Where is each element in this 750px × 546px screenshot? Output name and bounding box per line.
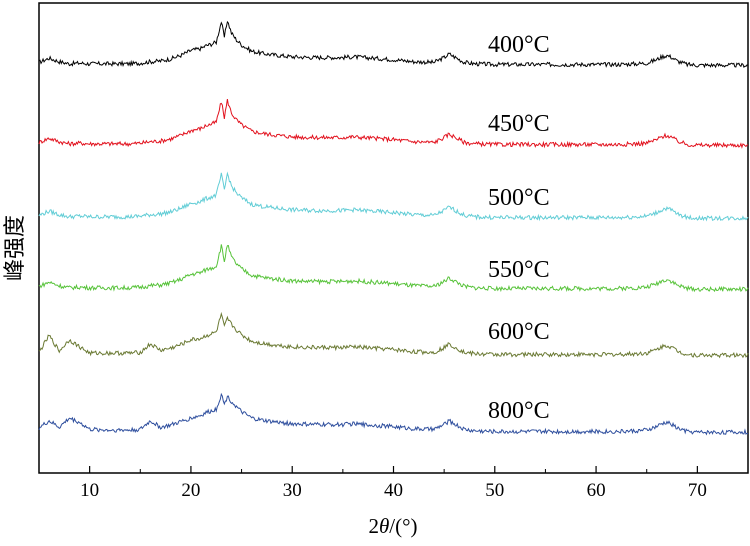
series-line-550 — [38, 244, 749, 293]
series-labels: 400°C 450°C 500°C 550°C 600°C 800°C — [488, 32, 550, 424]
x-tick-label-10: 10 — [80, 480, 99, 501]
series-line-600 — [38, 311, 749, 359]
series-line-400 — [38, 20, 749, 69]
x-tick-label-20: 20 — [181, 480, 200, 501]
series-label-800: 800°C — [488, 398, 550, 424]
series-label-550: 550°C — [488, 257, 550, 283]
series-line-450 — [38, 98, 749, 149]
x-tick-label-70: 70 — [688, 480, 707, 501]
series-label-500: 500°C — [488, 185, 550, 211]
plot-frame — [38, 2, 749, 474]
x-axis-ticks: 10 20 30 40 50 60 70 — [38, 466, 749, 501]
x-tick-label-50: 50 — [485, 480, 504, 501]
series-line-800 — [38, 392, 749, 436]
series-label-400: 400°C — [488, 32, 550, 58]
x-tick-label-60: 60 — [587, 480, 606, 501]
series-curves — [38, 20, 749, 436]
x-axis-label: 2θ/(°) — [368, 514, 417, 538]
series-label-450: 450°C — [488, 111, 550, 137]
y-axis-label: 峰强度 — [2, 215, 27, 281]
series-label-600: 600°C — [488, 319, 550, 345]
x-tick-label-40: 40 — [384, 480, 403, 501]
series-line-500 — [38, 171, 749, 222]
x-tick-label-30: 30 — [283, 480, 302, 501]
